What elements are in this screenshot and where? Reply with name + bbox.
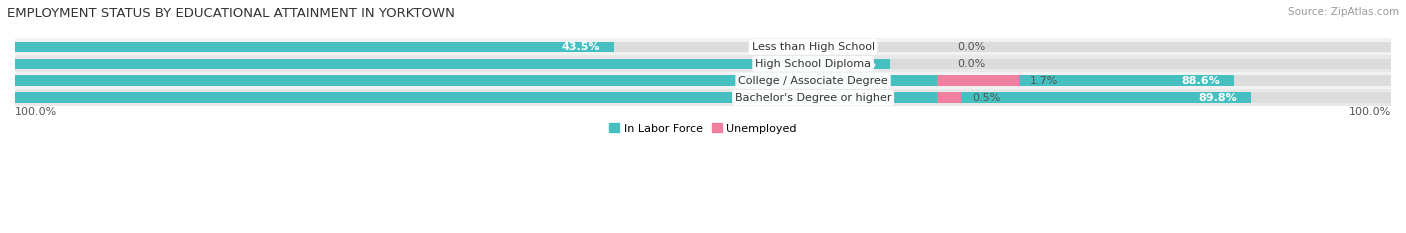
Text: 89.8%: 89.8% [1198,93,1237,103]
Text: 100.0%: 100.0% [15,107,58,117]
Bar [15,75,1391,86]
Text: 100.0%: 100.0% [1348,107,1391,117]
Text: 63.6%: 63.6% [838,59,876,69]
Text: Bachelor's Degree or higher: Bachelor's Degree or higher [735,93,891,103]
Bar [15,55,1391,72]
Text: High School Diploma: High School Diploma [755,59,872,69]
Legend: In Labor Force, Unemployed: In Labor Force, Unemployed [605,119,801,138]
Text: Source: ZipAtlas.com: Source: ZipAtlas.com [1288,7,1399,17]
Bar [15,93,1391,103]
Bar [15,58,1391,69]
Text: EMPLOYMENT STATUS BY EDUCATIONAL ATTAINMENT IN YORKTOWN: EMPLOYMENT STATUS BY EDUCATIONAL ATTAINM… [7,7,456,20]
Bar [936,75,1019,86]
Text: 88.6%: 88.6% [1181,76,1220,86]
Bar [15,89,1391,106]
Text: 1.7%: 1.7% [1029,76,1059,86]
Bar [15,41,1391,52]
Bar [15,41,613,52]
Text: 0.5%: 0.5% [972,93,1000,103]
Text: 0.0%: 0.0% [957,42,986,52]
Text: Less than High School: Less than High School [752,42,875,52]
Text: College / Associate Degree: College / Associate Degree [738,76,889,86]
Bar [15,38,1391,55]
Bar [15,72,1391,89]
Bar [15,58,890,69]
Text: 0.0%: 0.0% [957,59,986,69]
Bar [15,93,1251,103]
Text: 43.5%: 43.5% [561,42,600,52]
Bar [15,75,1234,86]
Bar [936,93,960,103]
